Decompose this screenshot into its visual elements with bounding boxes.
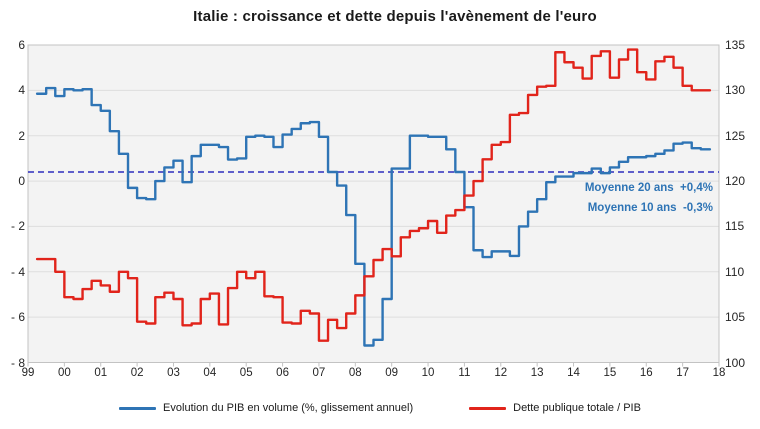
annotation-moyenne-10ans: Moyenne 10 ans -0,3%	[587, 202, 713, 214]
x-axis-tick-label: 11	[458, 367, 471, 379]
x-axis-tick-label: 04	[203, 367, 217, 379]
x-axis-tick-label: 02	[130, 367, 144, 379]
y-axis-left-tick-label: - 4	[10, 264, 25, 279]
y-axis-left-tick-label: 0	[18, 174, 25, 189]
x-axis-tick-label: 08	[348, 367, 362, 379]
x-axis-tick-label: 00	[57, 367, 71, 379]
y-axis-right-tick-label: 100	[725, 355, 746, 370]
x-axis-tick-label: 05	[239, 367, 253, 379]
x-axis-tick-label: 09	[385, 367, 399, 379]
y-axis-left-tick-label: 4	[18, 83, 25, 98]
debt-line	[35, 48, 712, 342]
x-axis-tick-label: 12	[494, 367, 508, 379]
gdp-line-swatch	[119, 406, 157, 410]
annotation-moyenne-20ans: Moyenne 20 ans +0,4%	[584, 182, 713, 194]
legend-item-debt: Dette publique totale / PIB	[469, 402, 641, 414]
y-axis-right-tick-label: 125	[725, 128, 746, 143]
y-axis-right-tick-label: 105	[725, 310, 746, 325]
y-axis-right-tick-label: 130	[725, 83, 746, 98]
x-axis-tick-label: 06	[276, 367, 289, 379]
legend-label-debt: Dette publique totale / PIB	[513, 402, 641, 414]
y-axis-left-tick-label: - 6	[10, 310, 25, 325]
x-axis-tick-label: 01	[94, 367, 108, 379]
x-axis-tick-label: 10	[421, 367, 435, 379]
x-axis-tick-label: 14	[567, 367, 580, 379]
y-axis-left-tick-label: 6	[18, 38, 25, 52]
chart-title: Italie : croissance et dette depuis l'av…	[193, 8, 597, 25]
y-axis-right-tick-label: 135	[725, 38, 746, 52]
y-axis-left-tick-label: 2	[18, 128, 25, 143]
gdp-line	[35, 86, 712, 347]
legend: Evolution du PIB en volume (%, glissemen…	[0, 402, 760, 414]
y-axis-left-tick-label: - 2	[10, 219, 25, 234]
plot-border	[27, 44, 720, 363]
x-axis-tick-label: 17	[676, 367, 690, 379]
y-axis-right-tick-label: 110	[725, 264, 745, 279]
legend-item-gdp: Evolution du PIB en volume (%, glissemen…	[119, 402, 413, 414]
x-axis-tick-label: 13	[530, 367, 544, 379]
x-axis-tick-label: 16	[639, 367, 653, 379]
x-axis-tick-label: 99	[21, 367, 35, 379]
legend-label-gdp: Evolution du PIB en volume (%, glissemen…	[163, 402, 414, 414]
debt-line-swatch	[469, 406, 507, 410]
y-axis-right-tick-label: 120	[725, 174, 746, 189]
y-axis-left-tick-label: - 8	[10, 355, 25, 370]
x-axis-tick-label: 18	[712, 367, 726, 379]
y-axis-right-tick-label: 115	[725, 219, 745, 234]
x-axis-tick-label: 03	[167, 367, 180, 379]
plot-background	[28, 45, 719, 363]
x-axis-tick-label: 07	[312, 367, 326, 379]
x-axis-tick-label: 15	[603, 367, 617, 379]
